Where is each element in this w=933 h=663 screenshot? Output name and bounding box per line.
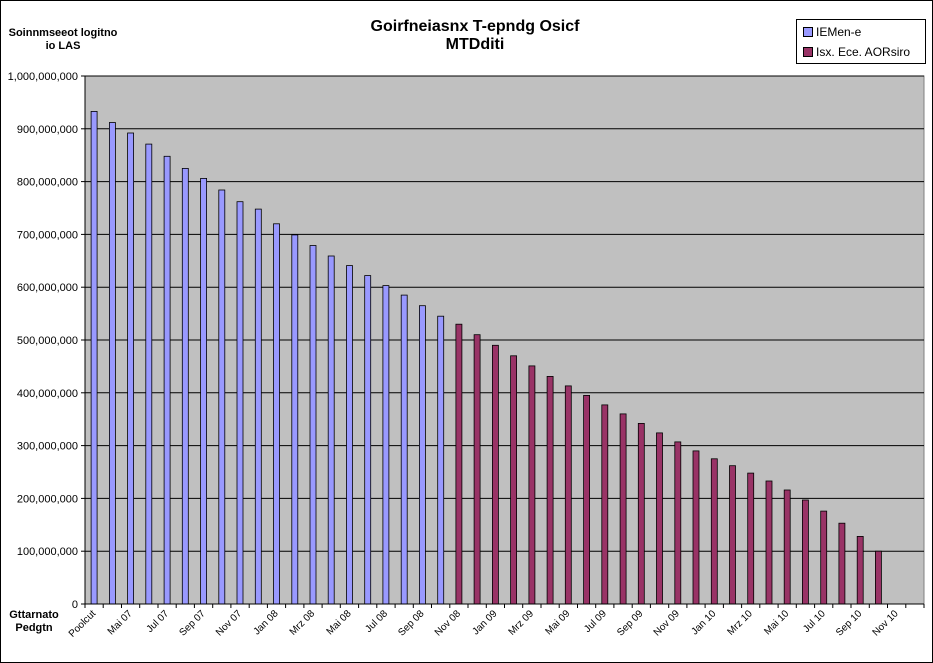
y-tick-label: 100,000,000 <box>17 546 78 558</box>
bar-series-1 <box>327 255 335 605</box>
x-tick-label: Nov 07 <box>214 608 244 638</box>
bar-series-2 <box>765 480 773 605</box>
x-tick-label: Jul 10 <box>801 608 828 635</box>
bar-series-1 <box>273 223 280 605</box>
bar-series-1 <box>364 275 372 605</box>
bar-series-2 <box>820 510 828 605</box>
bar-series-1 <box>163 155 171 605</box>
bar-series-2 <box>564 385 572 605</box>
legend-item-series-1: IEMen-e <box>803 24 861 40</box>
legend-swatch-series-2 <box>803 47 813 57</box>
bar-series-1 <box>145 143 153 605</box>
bar-series-1 <box>127 132 134 605</box>
bar-series-2 <box>455 323 463 605</box>
legend-item-series-2: Isx. Ece. AORsiro <box>803 44 910 60</box>
bar-series-1 <box>236 201 244 605</box>
bar-series-1 <box>254 208 262 605</box>
x-tick-label: Mrz 10 <box>725 608 755 638</box>
x-tick-label: Nov 10 <box>871 608 901 638</box>
bar-series-1 <box>418 305 426 605</box>
bar-series-1 <box>437 315 445 605</box>
x-tick-label: Sep 10 <box>834 608 864 638</box>
y-tick-label: 900,000,000 <box>17 124 78 136</box>
x-tick-label: Jan 08 <box>252 608 281 637</box>
y-tick-label: 500,000,000 <box>17 335 78 347</box>
bar-series-2 <box>583 394 590 605</box>
bar-series-2 <box>656 432 663 605</box>
bar-series-1 <box>400 294 408 605</box>
x-tick-label: Sep 07 <box>178 608 208 638</box>
x-tick-label: Sep 09 <box>615 608 645 638</box>
x-tick-label: Jan 10 <box>689 608 718 637</box>
bar-series-2 <box>619 413 627 605</box>
x-tick-label: Poolcut <box>67 608 99 640</box>
bar-series-2 <box>528 365 536 605</box>
bar-series-2 <box>875 550 882 605</box>
bar-series-2 <box>473 334 481 605</box>
bar-series-1 <box>90 111 98 605</box>
bar-series-2 <box>637 422 645 605</box>
y-tick-label: 0 <box>72 599 78 611</box>
bar-series-2 <box>510 355 518 605</box>
bar-series-2 <box>783 489 791 605</box>
legend-label-series-1: IEMen-e <box>816 25 862 39</box>
bar-series-2 <box>674 441 682 605</box>
x-tick-label: Nov 08 <box>433 608 463 638</box>
bar-series-1 <box>382 285 390 605</box>
legend: IEMen-e Isx. Ece. AORsiro <box>796 19 926 64</box>
y-tick-label: 200,000,000 <box>17 493 78 505</box>
bar-series-2 <box>710 458 718 605</box>
x-tick-label: Mai 08 <box>325 608 354 637</box>
y-tick-label: 400,000,000 <box>17 388 78 400</box>
x-axis-title: Gttarnato Pedgtn <box>9 609 59 634</box>
x-tick-label: Mai 10 <box>762 608 791 637</box>
x-tick-label: Mrz 08 <box>288 608 318 638</box>
bar-series-2 <box>856 536 864 605</box>
x-tick-label: Jul 09 <box>582 608 609 635</box>
bar-series-2 <box>601 404 609 605</box>
y-tick-label: 300,000,000 <box>17 441 78 453</box>
bar-series-1 <box>200 177 208 605</box>
x-tick-label: Nov 09 <box>652 608 682 638</box>
x-tick-label: Sep 08 <box>396 608 426 638</box>
legend-swatch-series-1 <box>803 27 813 37</box>
bar-series-2 <box>729 465 736 605</box>
x-tick-label: Jul 07 <box>145 608 172 635</box>
y-tick-label: 700,000,000 <box>17 229 78 241</box>
legend-label-series-2: Isx. Ece. AORsiro <box>816 45 911 59</box>
y-tick-label: 600,000,000 <box>17 282 78 294</box>
bar-series-2 <box>747 472 755 605</box>
x-tick-label: Mai 09 <box>543 608 572 637</box>
bar-series-1 <box>291 234 299 605</box>
y-axis-title: Soinnmseeot logitno io LAS <box>8 27 118 52</box>
y-tick-label: 1,000,000,000 <box>8 71 78 83</box>
bar-series-1 <box>181 167 189 605</box>
bar-series-2 <box>546 375 554 605</box>
bar-series-1 <box>309 245 317 605</box>
x-tick-label: Mai 07 <box>106 608 135 637</box>
bar-series-1 <box>109 122 116 605</box>
bar-series-2 <box>491 344 499 605</box>
x-tick-label: Mrz 09 <box>507 608 537 638</box>
x-tick-label: Jul 08 <box>363 608 390 635</box>
bar-series-2 <box>802 499 809 605</box>
bar-series-1 <box>346 265 353 605</box>
x-tick-label: Jan 09 <box>471 608 500 637</box>
y-tick-label: 800,000,000 <box>17 177 78 189</box>
bar-series-2 <box>838 522 846 605</box>
bar-series-2 <box>692 450 700 605</box>
chart-title: Goirfneiasnx T-epndg Osicf MTDditi <box>370 18 580 53</box>
bar-series-1 <box>218 189 226 605</box>
